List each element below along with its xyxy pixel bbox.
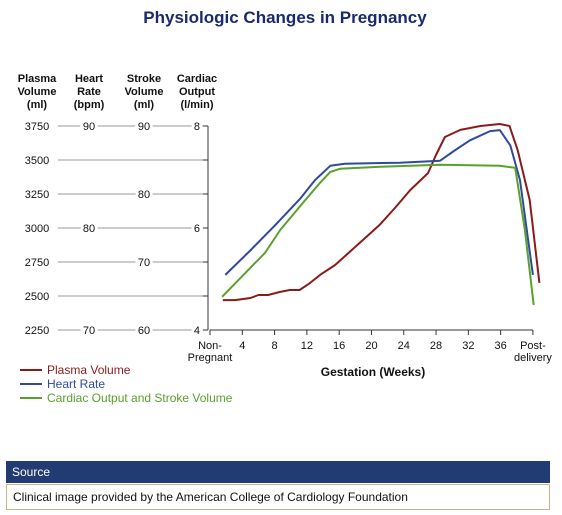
x-tick-label: 20 — [365, 340, 377, 352]
x-tick-label: 16 — [333, 340, 345, 352]
legend-label: Cardiac Output and Stroke Volume — [47, 391, 233, 405]
y-tick-label: 80 — [83, 223, 95, 235]
y-tick-label: 3750 — [25, 121, 49, 133]
chart: Physiologic Changes in Pregnancy Gestati… — [18, 8, 553, 405]
x-tick-label: 32 — [462, 340, 474, 352]
axis-header: Cardiac Output (l/min) — [177, 73, 217, 111]
y-tick-label: 80 — [138, 189, 150, 201]
chart-title: Physiologic Changes in Pregnancy — [143, 8, 427, 27]
axis-header: Stroke Volume (ml) — [125, 73, 164, 111]
y-tick-label: 6 — [194, 223, 200, 235]
x-axis-label: Gestation (Weeks) — [321, 365, 425, 379]
source-heading: Source — [6, 461, 550, 483]
x-tick-label: Post-delivery — [514, 340, 552, 364]
legend-label: Plasma Volume — [47, 363, 131, 377]
y-tick-label: 2250 — [25, 325, 49, 337]
y-tick-label: 60 — [138, 325, 150, 337]
x-tick-label: 12 — [301, 340, 313, 352]
source-text: Clinical image provided by the American … — [6, 484, 550, 510]
axis-header: Plasma Volume (ml) — [18, 73, 58, 111]
y-tick-label: 90 — [138, 121, 150, 133]
series-line — [221, 163, 535, 306]
y-tick-label: 70 — [138, 257, 150, 269]
y-tick-label: 3250 — [25, 189, 49, 201]
y-tick-label: 2500 — [25, 291, 49, 303]
y-tick-label: 2750 — [25, 257, 49, 269]
x-tick-label: 24 — [398, 340, 410, 352]
x-tick-label: 28 — [430, 340, 442, 352]
y-tick-label: 8 — [194, 121, 200, 133]
y-tick-label: 3000 — [25, 223, 49, 235]
x-tick-label: 36 — [495, 340, 507, 352]
x-tick-label: 8 — [272, 340, 278, 352]
y-tick-label: 4 — [194, 325, 200, 337]
series-line — [222, 123, 541, 302]
y-tick-label: 3500 — [25, 155, 49, 167]
x-tick-label: 4 — [239, 340, 245, 352]
series-line — [224, 129, 534, 276]
y-tick-label: 90 — [83, 121, 95, 133]
y-tick-label: 70 — [83, 325, 95, 337]
legend-label: Heart Rate — [47, 377, 105, 391]
axis-header: Heart Rate (bpm) — [74, 73, 105, 111]
x-tick-label: Non-Pregnant — [188, 340, 233, 364]
